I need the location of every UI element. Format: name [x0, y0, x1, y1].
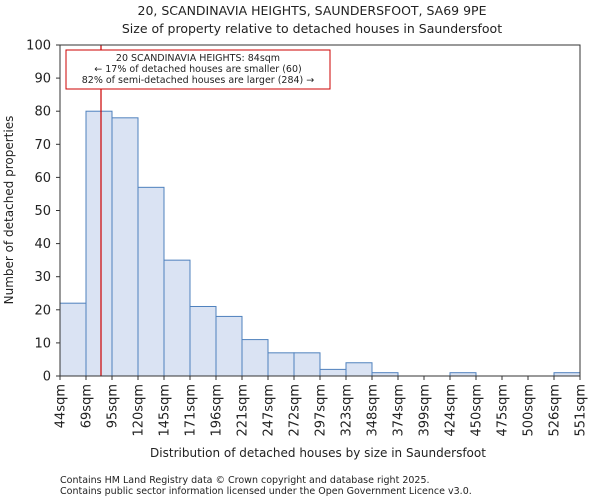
bars-group	[59, 110, 581, 377]
bar-323sqm	[345, 362, 373, 377]
x-tick-label-69sqm: 69sqm	[80, 384, 95, 428]
x-tick-label-424sqm: 424sqm	[444, 384, 459, 437]
x-tick-label-171sqm: 171sqm	[184, 384, 199, 437]
x-tick-label-323sqm: 323sqm	[340, 384, 355, 437]
chart-title: 20, SCANDINAVIA HEIGHTS, SAUNDERSFOOT, S…	[138, 3, 487, 18]
y-tick-label: 0	[43, 370, 51, 385]
chart-subtitle: Size of property relative to detached ho…	[122, 21, 502, 36]
x-tick-label-450sqm: 450sqm	[470, 384, 485, 437]
bar-44sqm	[59, 302, 87, 377]
bar-272sqm	[293, 352, 321, 377]
x-tick-label-272sqm: 272sqm	[288, 384, 303, 437]
y-tick-label: 10	[34, 336, 51, 351]
x-tick-label-145sqm: 145sqm	[158, 384, 173, 437]
x-tick-label-348sqm: 348sqm	[366, 384, 381, 437]
bar-95sqm	[111, 117, 139, 377]
x-tick-label-95sqm: 95sqm	[106, 384, 121, 428]
y-tick-label: 50	[34, 204, 51, 219]
x-tick-label-196sqm: 196sqm	[210, 384, 225, 437]
bar-145sqm	[163, 259, 191, 377]
bar-171sqm	[189, 305, 217, 377]
bar-297sqm	[319, 368, 347, 377]
x-tick-label-297sqm: 297sqm	[314, 384, 329, 437]
bar-69sqm	[85, 110, 113, 377]
annotation-line-1: 20 SCANDINAVIA HEIGHTS: 84sqm	[116, 53, 280, 64]
x-tick-label-44sqm: 44sqm	[54, 384, 69, 428]
annotation-frame	[65, 49, 331, 90]
y-tick-label: 30	[34, 270, 51, 285]
bar-120sqm	[137, 186, 165, 377]
bar-221sqm	[241, 339, 269, 377]
x-tick-label-247sqm: 247sqm	[262, 384, 277, 437]
bar-196sqm	[215, 315, 243, 377]
y-axis-label: Number of detached properties	[2, 116, 16, 305]
footer-line-2: Contains public sector information licen…	[60, 486, 472, 497]
x-tick-label-500sqm: 500sqm	[522, 384, 537, 437]
y-tick-label: 90	[34, 72, 51, 87]
x-tick-label-526sqm: 526sqm	[548, 384, 563, 437]
annotation-line-2: ← 17% of detached houses are smaller (60…	[94, 64, 301, 75]
x-tick-label-399sqm: 399sqm	[418, 384, 433, 437]
bar-247sqm	[267, 352, 295, 377]
y-tick-label: 20	[34, 303, 51, 318]
x-tick-label-374sqm: 374sqm	[392, 384, 407, 437]
x-tick-label-120sqm: 120sqm	[132, 384, 147, 437]
x-axis-label: Distribution of detached houses by size …	[150, 446, 486, 460]
x-ticks-group: 44sqm 69sqm 95sqm 120sqm 145sqm 171sqm 196sqm 2…	[54, 376, 589, 437]
y-tick-label: 40	[34, 237, 51, 252]
x-tick-label-475sqm: 475sqm	[496, 384, 511, 437]
y-tick-label: 100	[26, 39, 51, 54]
x-tick-label-221sqm: 221sqm	[236, 384, 251, 437]
annotation-line-3: 82% of semi-detached houses are larger (…	[82, 75, 315, 86]
x-tick-label-551sqm: 551sqm	[574, 384, 589, 437]
y-tick-label: 60	[34, 171, 51, 186]
y-ticks-group: 0 10 20 30 40 50 60 70 80 90 100	[26, 39, 60, 385]
footer-line-1: Contains HM Land Registry data © Crown c…	[60, 475, 430, 486]
y-tick-label: 80	[34, 105, 51, 120]
annotation-box: 20 SCANDINAVIA HEIGHTS: 84sqm ← 17% of d…	[65, 49, 331, 90]
y-tick-label: 70	[34, 138, 51, 153]
